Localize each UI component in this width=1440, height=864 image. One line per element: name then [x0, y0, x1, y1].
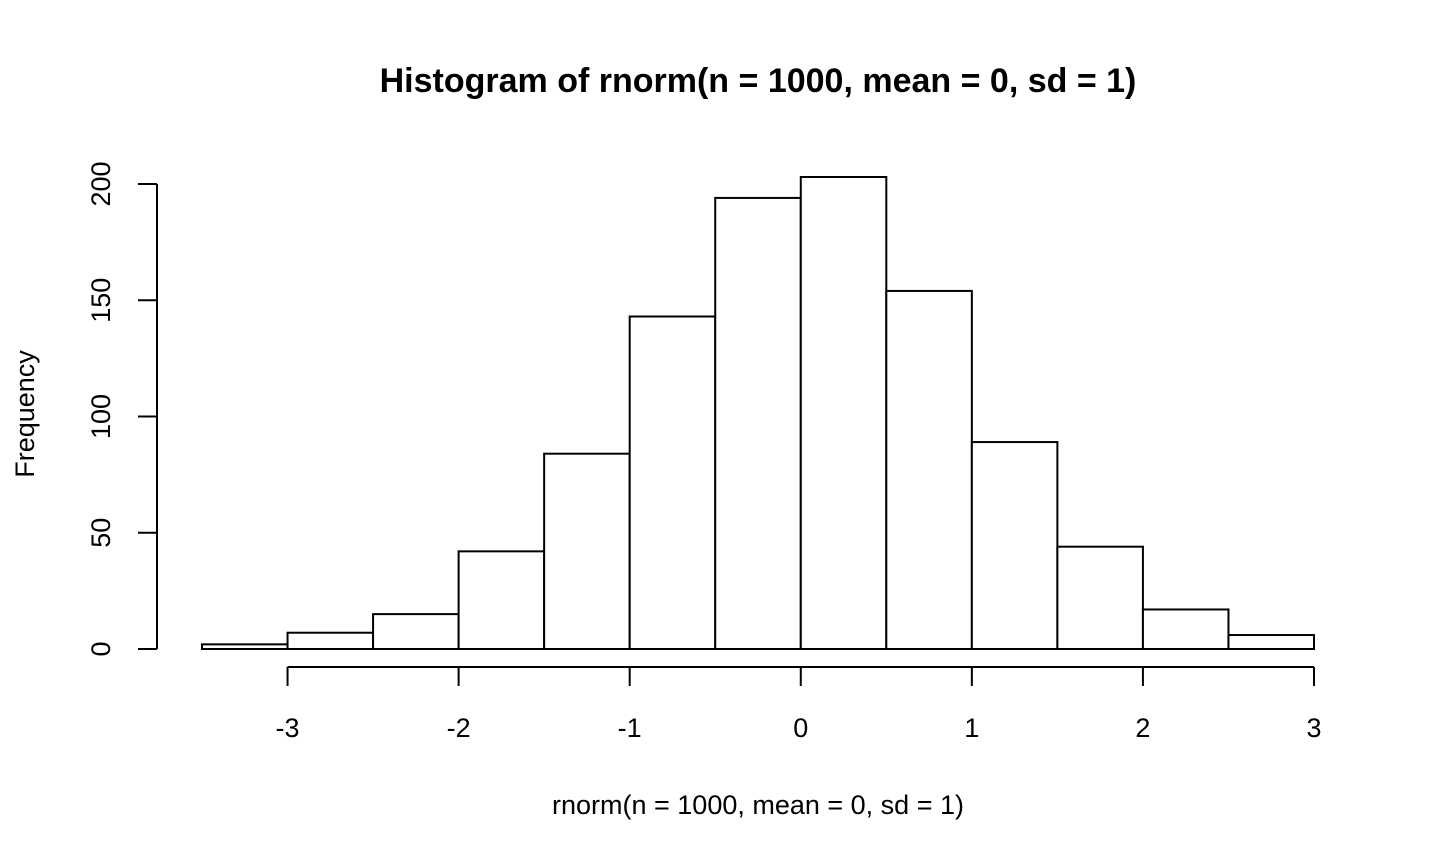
- x-tick-label: 1: [964, 713, 979, 743]
- y-tick-label: 0: [86, 641, 116, 656]
- histogram-bar: [628, 315, 717, 650]
- histogram-bar: [1227, 634, 1316, 650]
- x-tick-label: 0: [793, 713, 808, 743]
- histogram-bar: [286, 631, 375, 650]
- histogram-bar: [372, 613, 460, 651]
- y-tick-label: 150: [86, 278, 116, 323]
- histogram-bar: [457, 550, 546, 651]
- y-tick-label: 50: [86, 518, 116, 548]
- histogram-bar: [1141, 608, 1230, 650]
- x-tick-label: -1: [618, 713, 642, 743]
- histogram-bar: [799, 176, 888, 650]
- y-axis: 0 50 100 150 200: [86, 161, 158, 657]
- histogram-bar: [885, 289, 973, 650]
- x-axis: -3 -2 -1 0 1 2 3: [276, 666, 1322, 743]
- histogram-bar: [543, 452, 631, 651]
- x-tick-label: -2: [447, 713, 471, 743]
- histogram-bar: [714, 196, 802, 650]
- histogram-bars: [201, 176, 1316, 651]
- x-tick-label: 3: [1306, 713, 1321, 743]
- histogram-bar: [1056, 545, 1144, 650]
- y-tick-label: 100: [86, 394, 116, 439]
- histogram-bar: [201, 643, 289, 650]
- x-tick-label: -3: [276, 713, 300, 743]
- x-tick-label: 2: [1135, 713, 1150, 743]
- histogram-bar: [970, 441, 1059, 650]
- y-axis-title: Frequency: [10, 350, 40, 478]
- y-tick-label: 200: [86, 161, 116, 206]
- chart-title: Histogram of rnorm(n = 1000, mean = 0, s…: [380, 62, 1137, 100]
- x-axis-title: rnorm(n = 1000, mean = 0, sd = 1): [552, 790, 964, 820]
